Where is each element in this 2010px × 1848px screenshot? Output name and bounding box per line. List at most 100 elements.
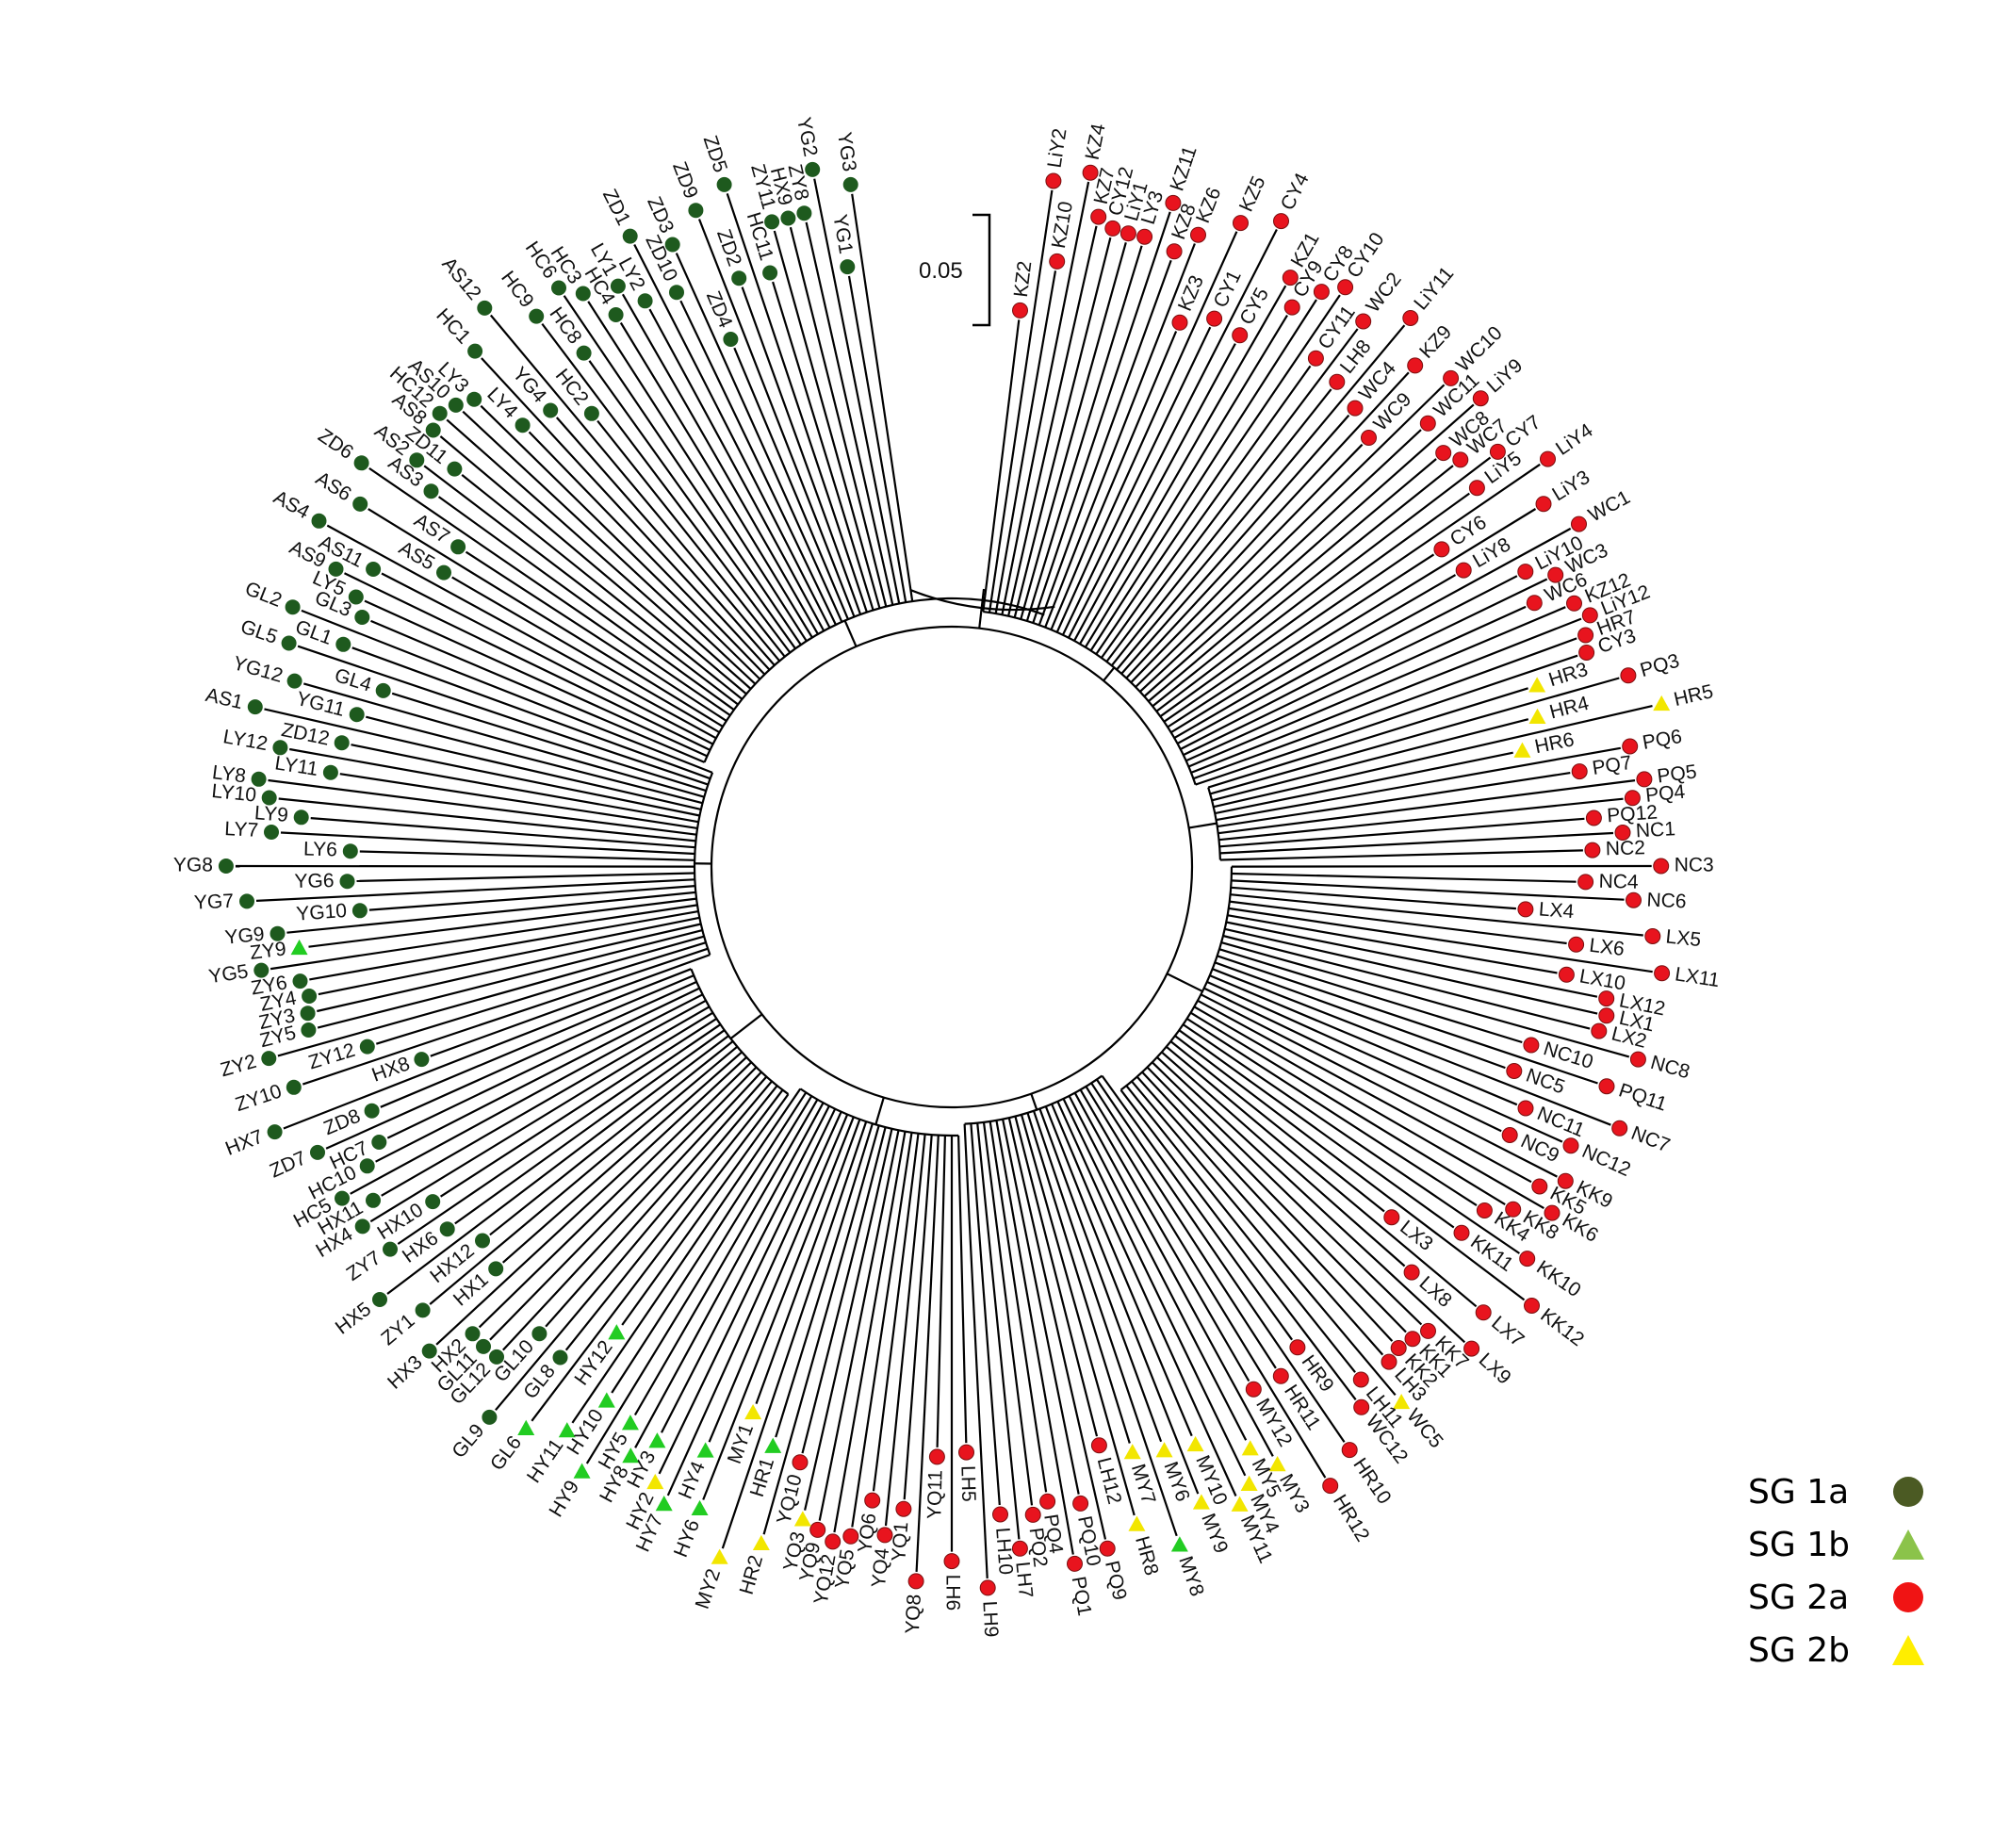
leaf-marker <box>1506 1063 1523 1079</box>
branch <box>1183 578 1548 757</box>
branch <box>1095 1078 1346 1443</box>
legend-label: SG 1b <box>1748 1525 1850 1564</box>
leaf-marker <box>1598 1007 1615 1024</box>
branch <box>280 831 695 856</box>
leaf-marker <box>1341 1442 1358 1459</box>
leaf-marker <box>425 422 441 438</box>
leaf-marker <box>840 259 856 275</box>
leaf-label: ZD1 <box>598 186 635 229</box>
leaf-marker <box>764 214 780 230</box>
leaf-label: LX11 <box>1674 963 1721 991</box>
branch <box>308 897 697 948</box>
leaf-label: LY8 <box>211 761 247 787</box>
leaf-marker <box>1653 695 1671 711</box>
leaf-marker <box>1024 1506 1041 1523</box>
leaf-marker <box>1455 562 1472 579</box>
leaf-label: CY5 <box>1235 285 1273 329</box>
leaf-marker <box>1528 677 1546 693</box>
leaf-marker <box>655 1495 673 1512</box>
leaf-marker <box>322 764 338 780</box>
leaf-label: ZD4 <box>702 288 737 332</box>
branch <box>596 419 786 658</box>
leaf-label: LiY3 <box>1548 466 1593 506</box>
leaf-label: LiY11 <box>1410 263 1458 315</box>
branch <box>1174 1035 1526 1301</box>
leaf-label: PQ11 <box>1616 1079 1670 1115</box>
leaf-label: LX7 <box>1487 1312 1528 1351</box>
leaf-marker <box>270 925 286 941</box>
leaf-marker <box>716 176 732 192</box>
leaf-label: LY10 <box>210 780 257 807</box>
leaf-marker <box>351 903 368 919</box>
branch <box>454 1029 726 1225</box>
branch <box>1135 384 1446 688</box>
leaf-marker <box>1165 194 1182 211</box>
branch <box>368 508 724 728</box>
branch <box>1217 955 1598 1085</box>
branch <box>278 797 696 842</box>
leaf-marker <box>1049 253 1066 270</box>
branch <box>588 360 796 649</box>
leaf-marker <box>1166 243 1183 260</box>
leaf-label: HR12 <box>1329 1491 1374 1545</box>
branch <box>1131 1080 1397 1397</box>
branch <box>501 1051 743 1264</box>
leaf-marker <box>1337 279 1354 296</box>
branch <box>1207 687 1528 789</box>
branch <box>1231 879 1625 901</box>
leaf-marker <box>1547 566 1564 583</box>
branch <box>462 410 757 685</box>
leaf-marker <box>1566 595 1582 612</box>
leaf-label: LY9 <box>253 802 288 826</box>
legend-item-sg2b: SG 2b <box>1748 1624 1927 1676</box>
branch <box>489 1066 758 1341</box>
leaf-label: AS4 <box>270 486 313 523</box>
leaf-label: LX8 <box>1415 1272 1456 1312</box>
leaf-marker <box>1644 928 1661 944</box>
branch <box>1222 934 1591 1030</box>
leaf-marker <box>664 237 680 253</box>
leaf-label: LY4 <box>482 384 522 423</box>
leaf-marker <box>300 1006 316 1022</box>
branch <box>1007 1117 1107 1540</box>
leaf-marker <box>1289 1339 1306 1356</box>
leaf-label: KZ2 <box>1010 260 1037 299</box>
leaf-marker <box>1245 1381 1262 1398</box>
branch <box>1062 1098 1247 1477</box>
branch <box>1136 1075 1384 1356</box>
leaf-marker <box>1519 1251 1536 1267</box>
branch <box>634 1102 825 1448</box>
branch <box>531 1089 784 1422</box>
branch <box>1001 181 1090 615</box>
branch <box>439 435 747 695</box>
branch <box>386 1035 729 1295</box>
leaf-label: KK6 <box>1559 1209 1602 1247</box>
leaf-label: HY9 <box>545 1477 583 1521</box>
leaf-marker <box>943 1553 960 1570</box>
branch <box>430 954 711 1057</box>
branch <box>264 708 702 810</box>
leaf-marker <box>415 1302 431 1318</box>
leaf-marker <box>423 483 439 499</box>
branch <box>501 1071 762 1351</box>
branch <box>1056 1101 1237 1496</box>
leaf-marker <box>1463 1340 1480 1357</box>
leaf-marker <box>1624 790 1641 807</box>
branch <box>370 619 706 763</box>
leaf-marker <box>1171 314 1188 331</box>
leaf-label: PQ12 <box>1606 801 1658 826</box>
leaf-marker <box>1090 208 1107 225</box>
leaf-marker <box>348 589 364 605</box>
leaf-label: MY10 <box>1191 1452 1232 1508</box>
branch <box>350 999 707 1195</box>
branch <box>1025 245 1143 622</box>
branch <box>528 431 766 676</box>
branch <box>1231 864 1652 868</box>
branch <box>344 572 711 751</box>
leaf-label: HR6 <box>1533 728 1577 758</box>
branch <box>1095 294 1341 655</box>
branch <box>268 778 697 836</box>
leaf-label: HR8 <box>1131 1534 1163 1578</box>
branch <box>545 1075 768 1328</box>
leaf-marker <box>575 286 591 302</box>
